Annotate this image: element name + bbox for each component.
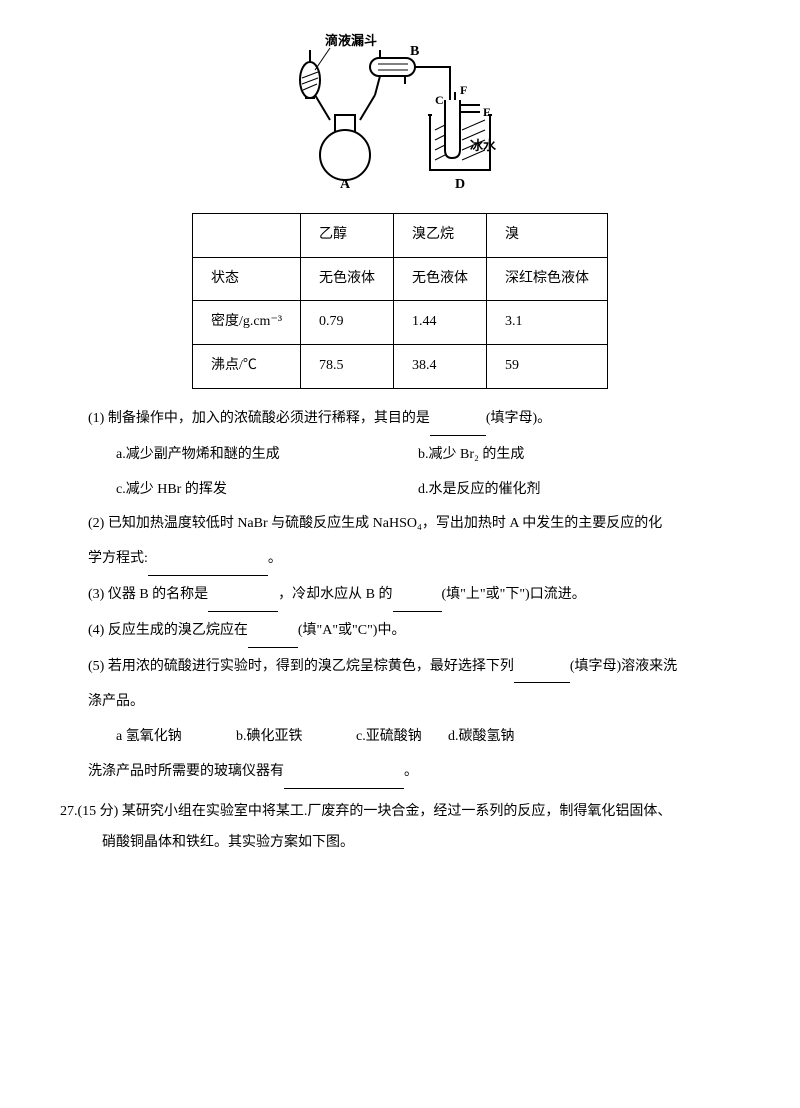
q1-text-b: (填字母)。 [486, 411, 551, 426]
q4-text-a: (4) 反应生成的溴乙烷应在 [88, 623, 248, 638]
q5-line1: (5) 若用浓的硫酸进行实验时，得到的溴乙烷呈棕黄色，最好选择下列 (填字母)溶… [60, 652, 740, 684]
blank [284, 757, 404, 789]
q27-text-a: 27.(15 分) 某研究小组在实验室中将某工.厂废弃的一块合金，经过一系列的反… [60, 804, 671, 819]
q5-text-a: (5) 若用浓的硫酸进行实验时，得到的溴乙烷呈棕黄色，最好选择下列 [88, 659, 514, 674]
q2-text-c: 。 [268, 551, 282, 566]
q1-opt-b: b.减少 Br₂ 的生成 [418, 447, 524, 462]
label-funnel: 滴液漏斗 [325, 33, 377, 48]
table-cell: 沸点/℃ [192, 345, 300, 389]
q1-opt-c: c.减少 HBr 的挥发 [88, 475, 358, 506]
q5-opt-b: b.碘化亚铁 [208, 722, 328, 753]
apparatus-diagram: 滴液漏斗 A B C D E F 冰水 [60, 30, 740, 203]
q3-text-b: ，冷却水应从 B 的 [278, 587, 392, 602]
table-cell: 溴 [487, 213, 608, 257]
table-cell: 78.5 [301, 345, 394, 389]
q2-text-b: 学方程式: [88, 551, 148, 566]
label-c: C [435, 93, 444, 107]
q3-text-a: (3) 仪器 B 的名称是 [88, 587, 208, 602]
table-cell: 密度/g.cm⁻³ [192, 301, 300, 345]
label-ice: 冰水 [470, 138, 497, 153]
table-cell: 深红棕色液体 [487, 257, 608, 301]
q5-line3: 洗涤产品时所需要的玻璃仪器有 。 [60, 757, 740, 789]
q5-text-e: 。 [404, 764, 418, 779]
table-row: 状态 无色液体 无色液体 深红棕色液体 [192, 257, 607, 301]
q2-line2: 学方程式: 。 [60, 544, 740, 576]
label-d: D [455, 177, 465, 190]
q1-text-a: (1) 制备操作中，加入的浓硫酸必须进行稀释，其目的是 [88, 411, 430, 426]
table-cell [192, 213, 300, 257]
q5-options: a 氢氧化钠b.碘化亚铁c.亚硫酸钠d.碳酸氢钠 [60, 722, 740, 753]
table-cell: 0.79 [301, 301, 394, 345]
q5-text-d: 洗涤产品时所需要的玻璃仪器有 [88, 764, 284, 779]
blank [248, 616, 298, 648]
blank [393, 580, 442, 612]
q1-opt-a: a.减少副产物烯和醚的生成 [88, 440, 358, 471]
q1-text: (1) 制备操作中，加入的浓硫酸必须进行稀释，其目的是 (填字母)。 [60, 404, 740, 436]
apparatus-svg: 滴液漏斗 A B C D E F 冰水 [280, 30, 520, 190]
q5-text-b: (填字母)溶液来洗 [570, 659, 677, 674]
label-f: F [460, 83, 467, 97]
q4-text-b: (填"A"或"C")中。 [298, 623, 406, 638]
table-cell: 38.4 [394, 345, 487, 389]
blank [514, 652, 570, 684]
blank [430, 404, 486, 436]
table-cell: 无色液体 [301, 257, 394, 301]
q27-line1: 27.(15 分) 某研究小组在实验室中将某工.厂废弃的一块合金，经过一系列的反… [60, 797, 740, 828]
q1-options-2: c.减少 HBr 的挥发 d.水是反应的催化剂 [60, 475, 740, 506]
q1-options-1: a.减少副产物烯和醚的生成 b.减少 Br₂ 的生成 [60, 440, 740, 471]
table-cell: 状态 [192, 257, 300, 301]
q4-line: (4) 反应生成的溴乙烷应在 (填"A"或"C")中。 [60, 616, 740, 648]
table-cell: 无色液体 [394, 257, 487, 301]
table-cell: 乙醇 [301, 213, 394, 257]
q2-text-a: (2) 已知加热温度较低时 NaBr 与硫酸反应生成 NaHSO₄，写出加热时 … [88, 516, 662, 531]
table-cell: 1.44 [394, 301, 487, 345]
blank [208, 580, 278, 612]
label-b: B [410, 44, 419, 59]
properties-table: 乙醇 溴乙烷 溴 状态 无色液体 无色液体 深红棕色液体 密度/g.cm⁻³ 0… [192, 213, 608, 389]
label-a: A [340, 177, 351, 190]
table-header-row: 乙醇 溴乙烷 溴 [192, 213, 607, 257]
q27-text-b: 硝酸铜晶体和铁红。其实验方案如下图。 [102, 835, 354, 850]
q3-line: (3) 仪器 B 的名称是 ，冷却水应从 B 的 (填"上"或"下")口流进。 [60, 580, 740, 612]
q5-opt-a: a 氢氧化钠 [88, 722, 208, 753]
table-row: 密度/g.cm⁻³ 0.79 1.44 3.1 [192, 301, 607, 345]
q5-line2: 涤产品。 [60, 687, 740, 718]
q3-text-c: (填"上"或"下")口流进。 [442, 587, 586, 602]
q1-opt-d: d.水是反应的催化剂 [418, 482, 541, 497]
label-e: E [483, 105, 491, 119]
q5-opt-c: c.亚硫酸钠 [328, 722, 448, 753]
table-cell: 溴乙烷 [394, 213, 487, 257]
q5-opt-d: d.碳酸氢钠 [448, 729, 515, 744]
q27-line2: 硝酸铜晶体和铁红。其实验方案如下图。 [60, 828, 740, 859]
table-row: 沸点/℃ 78.5 38.4 59 [192, 345, 607, 389]
q5-text-c: 涤产品。 [88, 694, 144, 709]
table-cell: 59 [487, 345, 608, 389]
blank [148, 544, 268, 576]
q2-line1: (2) 已知加热温度较低时 NaBr 与硫酸反应生成 NaHSO₄，写出加热时 … [60, 509, 740, 540]
table-cell: 3.1 [487, 301, 608, 345]
